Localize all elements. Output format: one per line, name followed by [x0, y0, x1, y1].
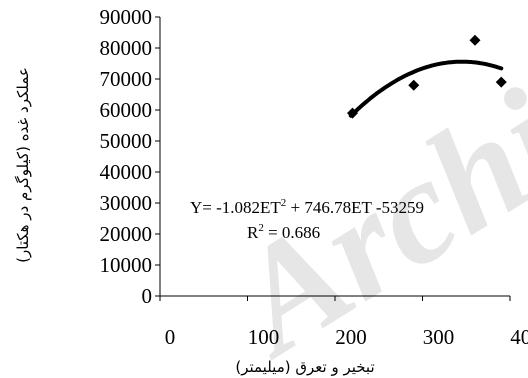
svg-text:Archive: Archive [200, 0, 528, 378]
x-tick-label: 0 [165, 325, 176, 349]
data-point [408, 79, 420, 91]
y-tick-label: 70000 [100, 67, 153, 91]
r-squared-label: R2 = 0.686 [247, 222, 320, 242]
x-axis-title: تبخیر و تعرق (میلیمتر) [235, 358, 374, 376]
data-point [495, 76, 507, 88]
trendline [348, 59, 504, 118]
y-tick-label: 40000 [100, 160, 153, 184]
y-tick-label: 0 [142, 284, 153, 308]
y-tick-labels: 0 10000 20000 30000 40000 50000 60000 70000 8000… [100, 5, 153, 308]
axes [155, 16, 511, 301]
data-points [347, 34, 507, 119]
y-tick-label: 30000 [100, 191, 153, 215]
data-point [469, 34, 481, 46]
watermark: Archive [200, 0, 528, 378]
trendline-equation: Y= -1.082ET2 + 746.78ET -53259 [190, 197, 424, 217]
x-tick-label: 400 [510, 325, 528, 349]
trendline-group [348, 59, 504, 118]
x-tick-labels: 0 100 200 300 400 [165, 325, 528, 349]
y-tick-label: 20000 [100, 222, 153, 246]
y-tick-label: 50000 [100, 129, 153, 153]
x-tick-label: 100 [248, 325, 280, 349]
x-tick-label: 200 [335, 325, 367, 349]
y-tick-label: 90000 [100, 5, 153, 29]
x-tick-label: 300 [423, 325, 455, 349]
data-point [347, 107, 358, 119]
y-tick-label: 80000 [100, 36, 153, 60]
y-tick-label: 60000 [100, 98, 153, 122]
y-tick-label: 10000 [100, 253, 153, 277]
y-axis-title: عملکرد غده (کیلوگرم در هکتار) [14, 67, 32, 263]
